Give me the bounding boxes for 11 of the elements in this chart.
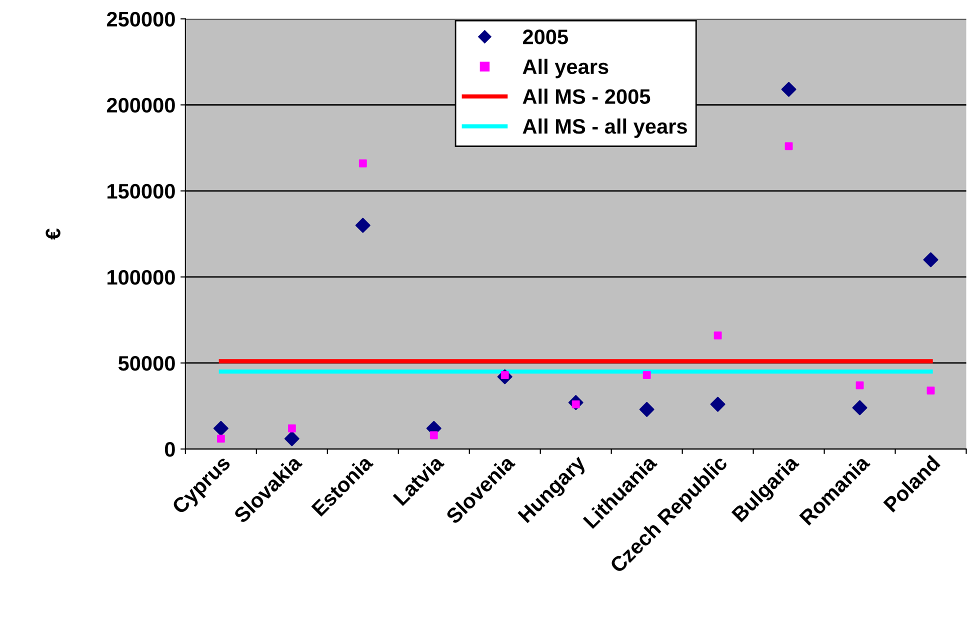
legend-label: All MS - all years: [522, 118, 687, 138]
y-axis-title: €: [46, 228, 60, 240]
legend-label: All years: [522, 58, 608, 78]
y-tick-label: 200000: [106, 98, 175, 113]
y-tick-label: 50000: [118, 356, 175, 371]
y-tick-label: 0: [164, 442, 175, 457]
y-tick-label: 150000: [108, 184, 175, 199]
y-tick-label: 100000: [108, 270, 175, 285]
y-tick-label: 250000: [106, 12, 175, 27]
legend-label: All MS - 2005: [522, 88, 650, 104]
legend-label: 2005: [522, 30, 568, 44]
